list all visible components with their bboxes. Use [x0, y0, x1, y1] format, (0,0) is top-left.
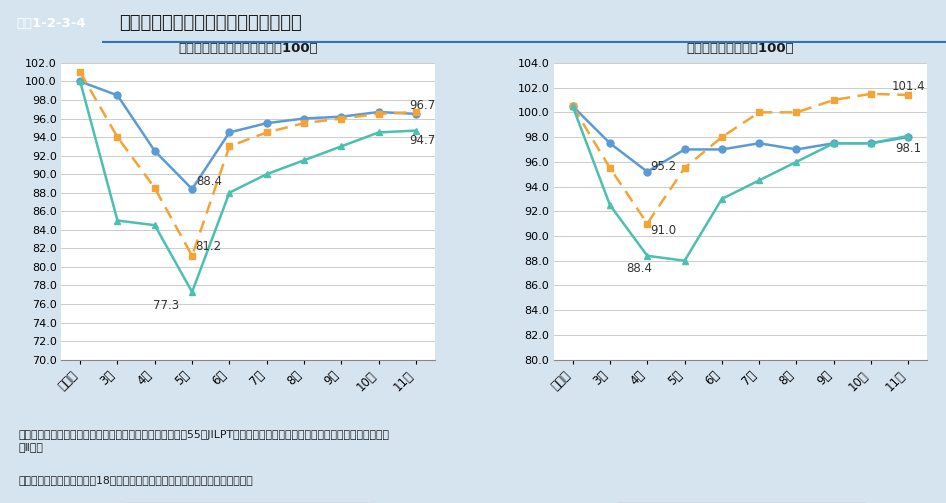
Text: 98.1: 98.1: [895, 142, 921, 155]
Text: 77.3: 77.3: [153, 299, 179, 312]
Title: 税込月収（通常月＝100）: 税込月収（通常月＝100）: [687, 42, 795, 55]
Text: 91.0: 91.0: [650, 223, 676, 236]
Text: 図表1-2-3-4: 図表1-2-3-4: [16, 18, 86, 30]
Text: 資料：独立行政法人労働政策研究・研修機構　周燕飛「第55回JILPTリサーチアイコロナショックの被害は女性に集中（続
編Ⅱ）」: 資料：独立行政法人労働政策研究・研修機構 周燕飛「第55回JILPTリサーチアイ…: [19, 430, 390, 452]
Text: 95.2: 95.2: [650, 160, 676, 173]
Text: 88.4: 88.4: [197, 175, 222, 188]
Text: 81.2: 81.2: [195, 240, 221, 253]
Text: 101.4: 101.4: [892, 80, 925, 93]
Title: 週あたり労働時間（通常月＝100）: 週あたり労働時間（通常月＝100）: [178, 42, 318, 55]
Text: 96.7: 96.7: [410, 99, 435, 112]
Text: 94.7: 94.7: [410, 134, 435, 147]
Text: 週当たり労働時間と税込み月収の推移: 週当たり労働時間と税込み月収の推移: [119, 14, 302, 32]
Text: 88.4: 88.4: [627, 262, 653, 275]
Text: （注）　子育て女性とは、18歳未満の子どもを育てている女性のことである。: （注） 子育て女性とは、18歳未満の子どもを育てている女性のことである。: [19, 475, 254, 485]
